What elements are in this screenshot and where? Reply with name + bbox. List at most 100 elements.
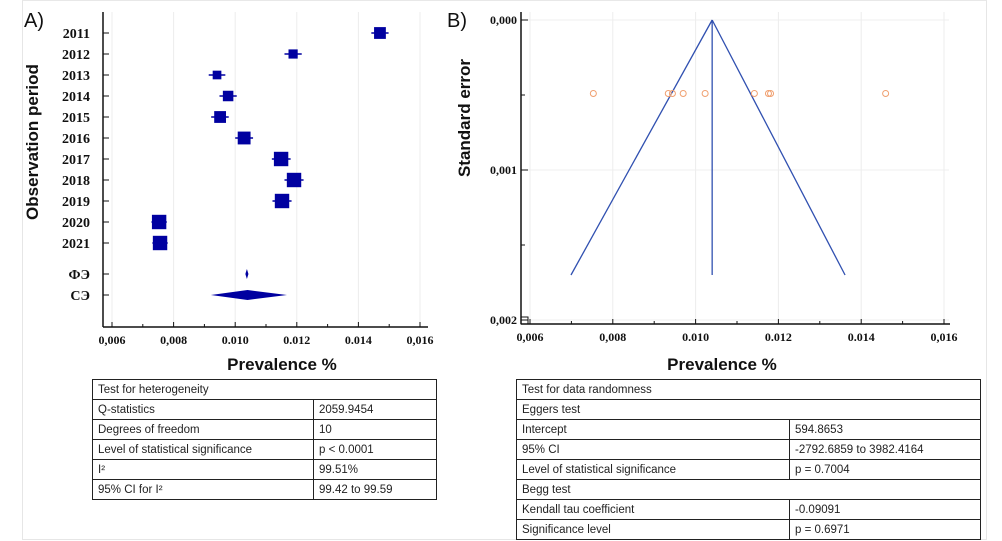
pooled-diamond xyxy=(210,290,287,300)
row-value: 99.42 to 99.59 xyxy=(313,479,437,500)
study-square xyxy=(212,70,222,80)
row-value: p < 0.0001 xyxy=(313,439,437,460)
x-tick-label: 0.014 xyxy=(848,330,875,344)
row-label: Kendall tau coefficient xyxy=(516,499,790,520)
table-row: Q-statistics 2059.9454 xyxy=(92,399,437,420)
section-title: Begg test xyxy=(516,479,981,500)
table-row: Level of statistical significance p < 0.0… xyxy=(92,439,437,460)
row-label: 2016 xyxy=(62,132,90,147)
panel-b-label: B) xyxy=(447,10,467,32)
study-square xyxy=(374,27,386,39)
row-label: 2014 xyxy=(62,90,90,105)
row-label: 2011 xyxy=(63,27,90,42)
row-label: Intercept xyxy=(516,419,790,440)
x-tick-label: 0.010 xyxy=(222,333,249,347)
table-row: Intercept 594.8653 xyxy=(516,419,981,440)
funnel-right-line xyxy=(711,19,846,276)
pooled-diamond xyxy=(245,269,249,279)
study-point xyxy=(679,90,687,97)
row-label: Degrees of freedom xyxy=(92,419,314,440)
x-tick-label: 0,008 xyxy=(599,330,626,344)
row-label: 2019 xyxy=(62,195,90,210)
study-square xyxy=(151,214,167,230)
pooled-label: СЭ xyxy=(70,289,90,304)
table-row: Eggers test xyxy=(516,399,981,420)
x-tick-label: 0,016 xyxy=(407,333,434,347)
row-value: 594.8653 xyxy=(789,419,981,440)
study-point xyxy=(750,90,758,97)
y-axis-title: Observation period xyxy=(23,64,42,220)
row-value: 2059.9454 xyxy=(313,399,437,420)
table-row: 95% CI -2792.6859 to 3982.4164 xyxy=(516,439,981,460)
row-label: 2013 xyxy=(62,69,90,84)
y-tick-label: 0,002 xyxy=(490,313,517,327)
x-tick-label: 0,016 xyxy=(931,330,958,344)
section-title: Eggers test xyxy=(516,399,981,420)
panel-a-label: A) xyxy=(24,10,44,32)
row-label: 2021 xyxy=(62,237,90,252)
study-square xyxy=(273,151,289,167)
row-value: p = 0.6971 xyxy=(789,519,981,540)
study-square xyxy=(214,111,227,123)
study-point xyxy=(764,90,772,97)
row-value: -0.09091 xyxy=(789,499,981,520)
table-row: I² 99.51% xyxy=(92,459,437,480)
row-label: 95% CI for I² xyxy=(92,479,314,500)
randomness-table: Test for data randomness Eggers test Inte… xyxy=(516,379,981,540)
study-square xyxy=(274,193,290,209)
x-tick-label: 0,008 xyxy=(160,333,187,347)
x-axis-title: Prevalence % xyxy=(227,355,337,374)
study-point xyxy=(701,90,709,97)
study-square xyxy=(237,131,251,145)
study-point xyxy=(767,90,775,97)
study-point xyxy=(664,90,672,97)
y-axis-title: Standard error xyxy=(455,59,474,177)
pooled-label: ФЭ xyxy=(68,268,90,283)
table-title: Test for data randomness xyxy=(516,379,981,400)
row-label: Q-statistics xyxy=(92,399,314,420)
study-square xyxy=(152,235,168,251)
row-label: 95% CI xyxy=(516,439,790,460)
x-tick-label: 0.014 xyxy=(345,333,372,347)
row-label: Significance level xyxy=(516,519,790,540)
x-tick-label: 0.010 xyxy=(682,330,709,344)
table-title: Test for heterogeneity xyxy=(92,379,437,400)
study-point xyxy=(668,90,676,97)
table-title-row: Test for heterogeneity xyxy=(92,379,437,400)
x-tick-label: 0,006 xyxy=(99,333,126,347)
row-label: 2020 xyxy=(62,216,90,231)
table-row: Begg test xyxy=(516,479,981,500)
table-row: 95% CI for I² 99.42 to 99.59 xyxy=(92,479,437,500)
study-point xyxy=(882,90,890,97)
y-tick-label: 0,001 xyxy=(490,163,517,177)
row-value: p = 0.7004 xyxy=(789,459,981,480)
study-point xyxy=(589,90,597,97)
funnel-plot: 0,006 0,008 0.010 0.012 0.014 0,016 0,000 0,001… xyxy=(455,12,958,374)
y-tick-label: 0,000 xyxy=(490,13,517,27)
table-row: Degrees of freedom 10 xyxy=(92,419,437,440)
row-label: Level of statistical significance xyxy=(92,439,314,460)
row-label: 2012 xyxy=(62,48,90,63)
x-tick-label: 0.012 xyxy=(765,330,792,344)
row-label: Level of statistical significance xyxy=(516,459,790,480)
table-title-row: Test for data randomness xyxy=(516,379,981,400)
row-value: 10 xyxy=(313,419,437,440)
x-axis-title: Prevalence % xyxy=(667,355,777,374)
table-row: Level of statistical significance p = 0.7… xyxy=(516,459,981,480)
row-label: 2015 xyxy=(62,111,90,126)
row-label: I² xyxy=(92,459,314,480)
table-row: Kendall tau coefficient -0.09091 xyxy=(516,499,981,520)
study-square xyxy=(288,49,298,59)
table-row: Significance level p = 0.6971 xyxy=(516,519,981,540)
funnel-left-line xyxy=(570,19,713,276)
row-label: 2018 xyxy=(62,174,90,189)
figure-frame xyxy=(22,0,987,540)
heterogeneity-table: Test for heterogeneity Q-statistics 2059.… xyxy=(92,379,437,500)
study-square xyxy=(222,90,234,102)
study-square xyxy=(286,172,302,188)
x-tick-label: 0.012 xyxy=(283,333,310,347)
forest-plot: 0,006 0,008 0.010 0.012 0.014 0,016 Prevalence… xyxy=(23,12,434,374)
row-value: -2792.6859 to 3982.4164 xyxy=(789,439,981,460)
row-value: 99.51% xyxy=(313,459,437,480)
x-tick-label: 0,006 xyxy=(517,330,544,344)
